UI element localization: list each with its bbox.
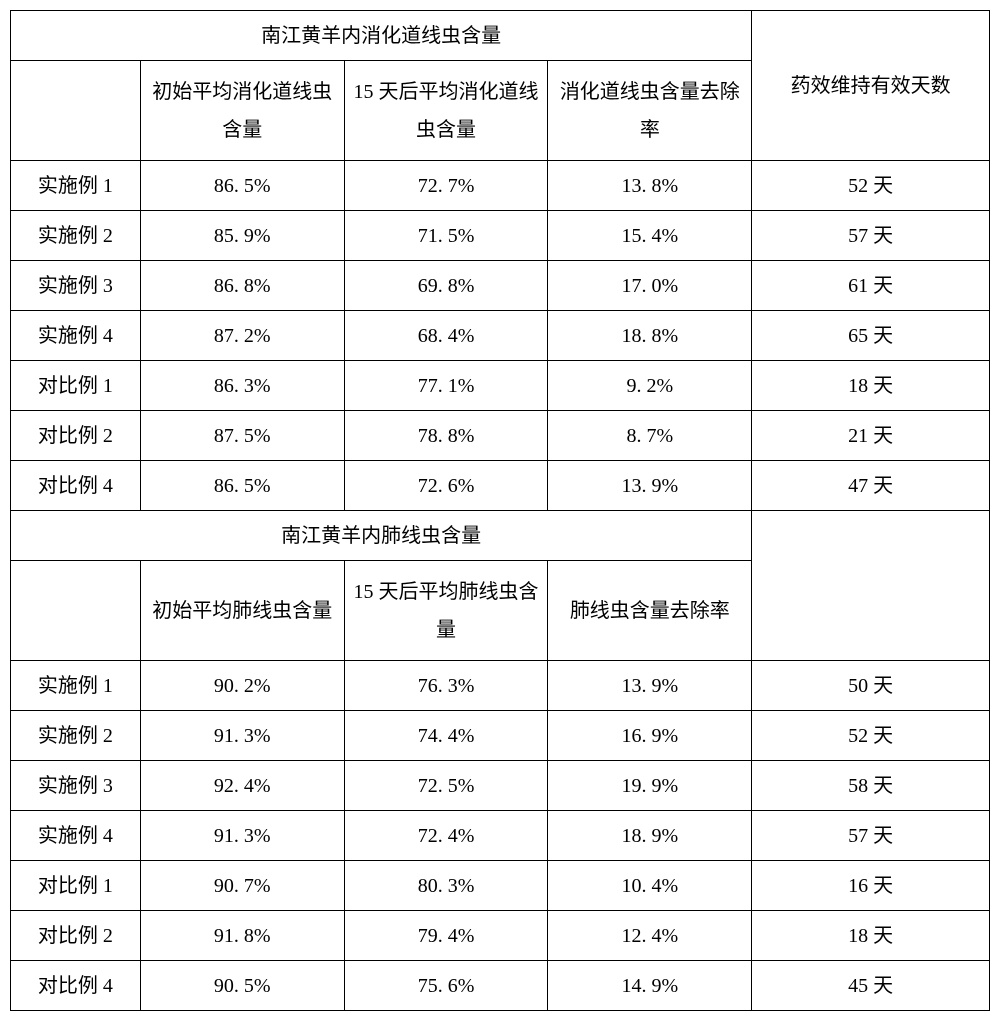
row-label: 实施例 1: [11, 661, 141, 711]
row-label: 对比例 1: [11, 361, 141, 411]
table-row: 对比例 4 90. 5% 75. 6% 14. 9% 45 天: [11, 961, 990, 1011]
section1-col1: 初始平均消化道线虫含量: [140, 61, 344, 161]
table-row: 实施例 2 85. 9% 71. 5% 15. 4% 57 天: [11, 211, 990, 261]
section1-title-row: 南江黄羊内消化道线虫含量 药效维持有效天数: [11, 11, 990, 61]
row-c3: 12. 4%: [548, 911, 752, 961]
row-c2: 72. 7%: [344, 161, 548, 211]
row-c2: 69. 8%: [344, 261, 548, 311]
table-row: 对比例 1 86. 3% 77. 1% 9. 2% 18 天: [11, 361, 990, 411]
row-days: 18 天: [752, 361, 990, 411]
row-c3: 9. 2%: [548, 361, 752, 411]
row-c2: 72. 5%: [344, 761, 548, 811]
section1-title: 南江黄羊内消化道线虫含量: [11, 11, 752, 61]
row-label: 实施例 2: [11, 211, 141, 261]
section2-col1: 初始平均肺线虫含量: [140, 561, 344, 661]
row-label: 实施例 4: [11, 811, 141, 861]
row-c3: 19. 9%: [548, 761, 752, 811]
row-c2: 78. 8%: [344, 411, 548, 461]
row-days: 21 天: [752, 411, 990, 461]
row-c2: 75. 6%: [344, 961, 548, 1011]
row-c1: 91. 3%: [140, 811, 344, 861]
days-header: 药效维持有效天数: [752, 11, 990, 161]
row-days: 58 天: [752, 761, 990, 811]
row-c2: 71. 5%: [344, 211, 548, 261]
table-row: 实施例 4 87. 2% 68. 4% 18. 8% 65 天: [11, 311, 990, 361]
row-c2: 76. 3%: [344, 661, 548, 711]
row-days: 57 天: [752, 811, 990, 861]
section2-col2: 15 天后平均肺线虫含量: [344, 561, 548, 661]
row-days: 61 天: [752, 261, 990, 311]
section2-title-row: 南江黄羊内肺线虫含量: [11, 511, 990, 561]
row-days: 16 天: [752, 861, 990, 911]
row-days: 52 天: [752, 711, 990, 761]
row-c1: 86. 8%: [140, 261, 344, 311]
row-days: 50 天: [752, 661, 990, 711]
row-days: 47 天: [752, 461, 990, 511]
table-row: 对比例 2 87. 5% 78. 8% 8. 7% 21 天: [11, 411, 990, 461]
row-label: 对比例 2: [11, 911, 141, 961]
row-c1: 90. 2%: [140, 661, 344, 711]
table-row: 实施例 1 86. 5% 72. 7% 13. 8% 52 天: [11, 161, 990, 211]
row-days: 57 天: [752, 211, 990, 261]
row-days: 18 天: [752, 911, 990, 961]
row-label: 实施例 1: [11, 161, 141, 211]
table-row: 实施例 3 92. 4% 72. 5% 19. 9% 58 天: [11, 761, 990, 811]
row-label: 对比例 4: [11, 961, 141, 1011]
row-c1: 87. 2%: [140, 311, 344, 361]
row-days: 65 天: [752, 311, 990, 361]
section1-col3: 消化道线虫含量去除率: [548, 61, 752, 161]
row-c2: 68. 4%: [344, 311, 548, 361]
row-c3: 14. 9%: [548, 961, 752, 1011]
row-c1: 90. 5%: [140, 961, 344, 1011]
section2-empty-days-header: [752, 511, 990, 661]
row-c1: 86. 5%: [140, 461, 344, 511]
row-c2: 72. 6%: [344, 461, 548, 511]
row-c3: 17. 0%: [548, 261, 752, 311]
row-c1: 91. 3%: [140, 711, 344, 761]
row-label: 对比例 1: [11, 861, 141, 911]
row-c2: 74. 4%: [344, 711, 548, 761]
table-row: 实施例 3 86. 8% 69. 8% 17. 0% 61 天: [11, 261, 990, 311]
row-label: 对比例 2: [11, 411, 141, 461]
section2-col3: 肺线虫含量去除率: [548, 561, 752, 661]
row-c3: 13. 9%: [548, 461, 752, 511]
table-row: 实施例 1 90. 2% 76. 3% 13. 9% 50 天: [11, 661, 990, 711]
row-label: 对比例 4: [11, 461, 141, 511]
section2-title: 南江黄羊内肺线虫含量: [11, 511, 752, 561]
row-days: 45 天: [752, 961, 990, 1011]
row-label: 实施例 3: [11, 761, 141, 811]
row-c3: 16. 9%: [548, 711, 752, 761]
section2-empty-header: [11, 561, 141, 661]
row-label: 实施例 2: [11, 711, 141, 761]
row-label: 实施例 4: [11, 311, 141, 361]
row-c1: 91. 8%: [140, 911, 344, 961]
table-row: 对比例 2 91. 8% 79. 4% 12. 4% 18 天: [11, 911, 990, 961]
table-row: 实施例 4 91. 3% 72. 4% 18. 9% 57 天: [11, 811, 990, 861]
row-c3: 15. 4%: [548, 211, 752, 261]
row-c1: 92. 4%: [140, 761, 344, 811]
row-c1: 86. 3%: [140, 361, 344, 411]
section1-col2: 15 天后平均消化道线虫含量: [344, 61, 548, 161]
row-days: 52 天: [752, 161, 990, 211]
row-c3: 13. 9%: [548, 661, 752, 711]
row-c2: 72. 4%: [344, 811, 548, 861]
row-c3: 10. 4%: [548, 861, 752, 911]
row-c3: 18. 9%: [548, 811, 752, 861]
row-c1: 87. 5%: [140, 411, 344, 461]
row-c2: 77. 1%: [344, 361, 548, 411]
table-row: 实施例 2 91. 3% 74. 4% 16. 9% 52 天: [11, 711, 990, 761]
row-c2: 79. 4%: [344, 911, 548, 961]
row-c1: 86. 5%: [140, 161, 344, 211]
table-row: 对比例 1 90. 7% 80. 3% 10. 4% 16 天: [11, 861, 990, 911]
row-c1: 90. 7%: [140, 861, 344, 911]
row-c1: 85. 9%: [140, 211, 344, 261]
row-label: 实施例 3: [11, 261, 141, 311]
row-c3: 13. 8%: [548, 161, 752, 211]
table-row: 对比例 4 86. 5% 72. 6% 13. 9% 47 天: [11, 461, 990, 511]
row-c3: 18. 8%: [548, 311, 752, 361]
data-table: 南江黄羊内消化道线虫含量 药效维持有效天数 初始平均消化道线虫含量 15 天后平…: [10, 10, 990, 1011]
row-c2: 80. 3%: [344, 861, 548, 911]
row-c3: 8. 7%: [548, 411, 752, 461]
section1-empty-header: [11, 61, 141, 161]
